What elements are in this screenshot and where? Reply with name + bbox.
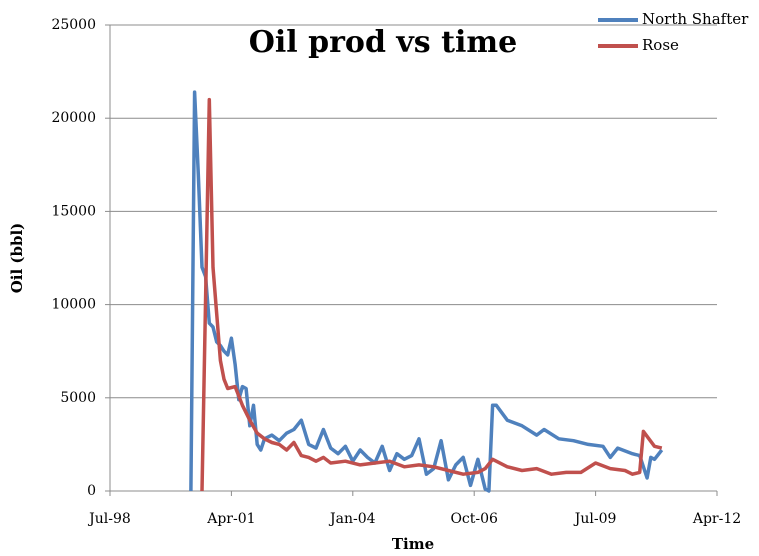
x-tick-label: Jul-09 [573,511,617,527]
x-tick-label: Apr-01 [206,511,255,527]
y-tick-label: 5000 [60,390,96,406]
x-axis-title: Time [392,535,434,553]
y-tick-label: 20000 [51,110,96,126]
y-tick-label: 15000 [51,203,96,219]
y-tick-label: 10000 [51,297,96,313]
x-tick-label: Oct-06 [450,511,498,527]
x-tick-label: Jan-04 [328,511,376,527]
y-tick-label: 0 [87,483,96,499]
x-tick-label: Apr-12 [692,511,741,527]
legend-label: Rose [642,36,679,54]
x-tick-label: Jul-98 [87,511,131,527]
y-axis-title: Oil (bbl) [8,223,26,294]
series-line [189,90,664,493]
legend-label: North Shafter [642,10,749,28]
chart-title: Oil prod vs time [249,25,517,60]
series-line [200,97,663,492]
y-tick-label: 25000 [51,17,96,33]
